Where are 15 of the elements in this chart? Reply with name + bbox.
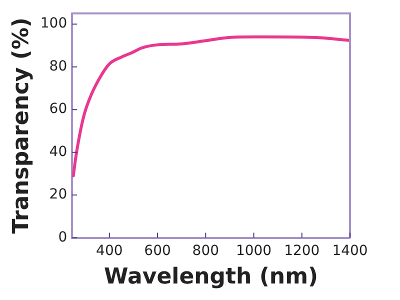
x-tick-label: 400 [96, 242, 123, 259]
y-tick-label: 80 [49, 58, 68, 74]
y-tick-label: 100 [40, 16, 68, 32]
y-axis-title: Transparency (%) [8, 17, 34, 234]
y-tick-label: 20 [49, 186, 68, 203]
x-tick-label: 800 [192, 242, 220, 259]
x-tick-label: 1000 [236, 242, 272, 259]
x-tick-label: 1400 [332, 242, 368, 259]
x-axis-title: Wavelength (nm) [104, 264, 318, 290]
y-tick-label: 40 [49, 144, 68, 160]
x-tick-label: 1200 [284, 242, 320, 259]
y-tick-label: 0 [58, 229, 68, 246]
line-series [72, 35, 350, 178]
x-tick-label: 600 [144, 242, 171, 259]
y-tick-label: 60 [49, 101, 68, 118]
